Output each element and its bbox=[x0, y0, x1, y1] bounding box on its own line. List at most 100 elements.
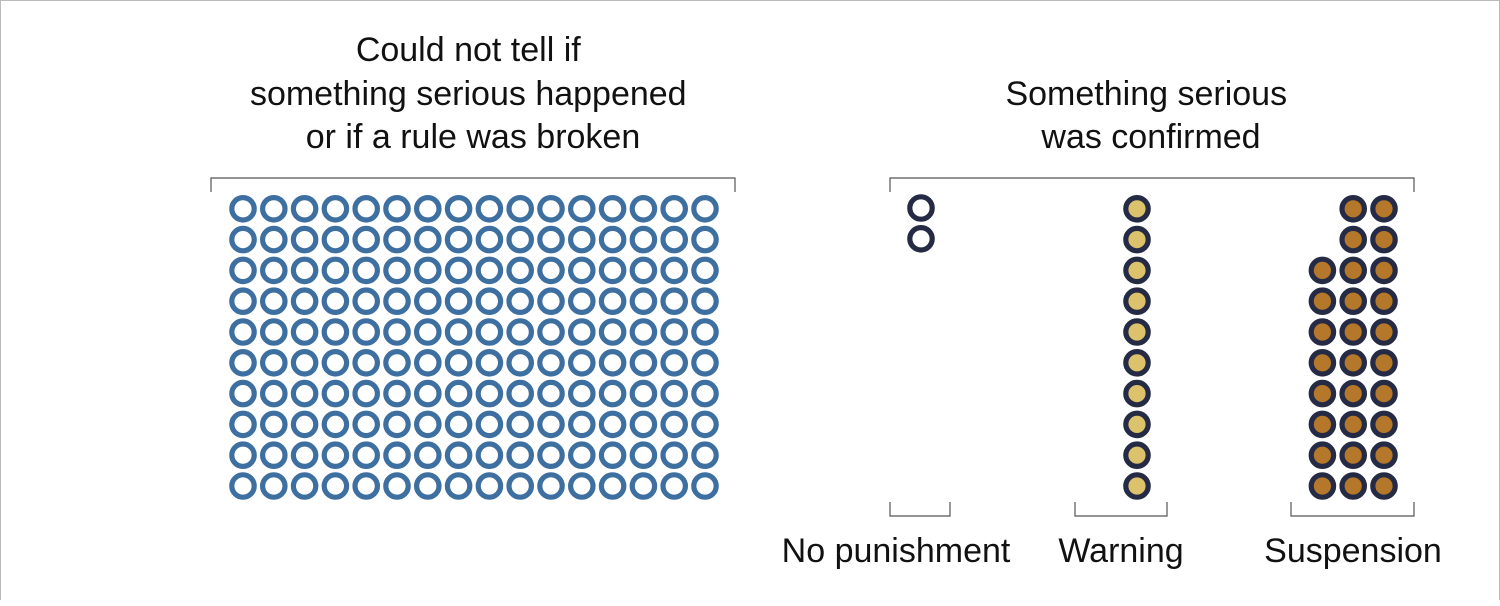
waffle-dot-unclear bbox=[506, 410, 534, 439]
waffle-dot-unclear bbox=[598, 348, 627, 377]
waffle-dot-suspension bbox=[1339, 287, 1367, 315]
waffle-dot-unclear bbox=[629, 348, 658, 377]
waffle-dot-unclear bbox=[475, 318, 504, 346]
waffle-dot-unclear bbox=[629, 287, 658, 315]
category-bracket-suspension bbox=[1290, 502, 1415, 517]
waffle-dot-unclear bbox=[537, 379, 565, 408]
waffle-dot-unclear bbox=[352, 195, 380, 223]
waffle-dot-unclear bbox=[567, 287, 596, 315]
waffle-dot-unclear bbox=[475, 472, 504, 500]
waffle-dot-unclear bbox=[259, 287, 288, 315]
waffle-dot-unclear bbox=[506, 195, 534, 223]
waffle-dot-unclear bbox=[691, 318, 719, 346]
waffle-dot-unclear bbox=[229, 379, 257, 408]
waffle-dot-suspension bbox=[1370, 256, 1398, 285]
waffle-dot-unclear bbox=[537, 318, 565, 346]
group-title-line: was confirmed bbox=[1040, 118, 1260, 156]
waffle-dot-unclear bbox=[537, 287, 565, 315]
waffle-dot-unclear bbox=[629, 472, 658, 500]
waffle-dot-unclear bbox=[660, 318, 688, 346]
waffle-dot-suspension bbox=[1370, 225, 1398, 254]
waffle-dot-suspension bbox=[1370, 441, 1398, 469]
waffle-dot-unclear bbox=[352, 225, 380, 254]
waffle-dot-suspension bbox=[1308, 348, 1337, 377]
waffle-dot-suspension bbox=[1308, 318, 1337, 346]
waffle-dot-unclear bbox=[475, 410, 504, 439]
group-bracket-unclear bbox=[210, 177, 736, 192]
waffle-dot-unclear bbox=[413, 318, 442, 346]
waffle-dot-unclear bbox=[383, 225, 411, 254]
waffle-dot-suspension bbox=[1339, 410, 1367, 439]
waffle-dot-unclear bbox=[537, 348, 565, 377]
waffle-dot-suspension bbox=[1370, 318, 1398, 346]
waffle-dot-unclear bbox=[598, 195, 627, 223]
waffle-dot-suspension bbox=[1370, 348, 1398, 377]
waffle-dot-unclear bbox=[660, 195, 688, 223]
waffle-dot-suspension bbox=[1339, 472, 1367, 500]
waffle-dot-unclear bbox=[413, 348, 442, 377]
waffle-dot-unclear bbox=[290, 195, 319, 223]
waffle-dot-suspension bbox=[1370, 195, 1398, 223]
waffle-dot-unclear bbox=[444, 441, 473, 469]
category-label-suspension: Suspension bbox=[1264, 532, 1442, 570]
waffle-dot-unclear bbox=[383, 287, 411, 315]
waffle-dot-unclear bbox=[259, 410, 288, 439]
waffle-dot-unclear bbox=[352, 348, 380, 377]
waffle-dot-unclear bbox=[444, 225, 473, 254]
waffle-dot-unclear bbox=[506, 318, 534, 346]
waffle-dot-unclear bbox=[321, 379, 350, 408]
waffle-dot-unclear bbox=[229, 441, 257, 469]
waffle-dot-unclear bbox=[321, 225, 350, 254]
waffle-dot-unclear bbox=[660, 287, 688, 315]
waffle-dot-unclear bbox=[259, 318, 288, 346]
waffle-dot-unclear bbox=[413, 410, 442, 439]
waffle-dot-unclear bbox=[537, 195, 565, 223]
waffle-dot-suspension bbox=[1339, 256, 1367, 285]
waffle-dot-unclear bbox=[259, 195, 288, 223]
waffle-dot-unclear bbox=[413, 225, 442, 254]
waffle-dot-unclear bbox=[413, 441, 442, 469]
waffle-dot-warning bbox=[1123, 472, 1151, 500]
waffle-dot-unclear bbox=[475, 379, 504, 408]
dot-grid-unclear bbox=[229, 195, 719, 500]
waffle-dot-unclear bbox=[444, 348, 473, 377]
waffle-dot-warning bbox=[1123, 195, 1151, 223]
waffle-dot-unclear bbox=[383, 348, 411, 377]
waffle-dot-unclear bbox=[660, 410, 688, 439]
waffle-dot-unclear bbox=[567, 472, 596, 500]
waffle-dot-unclear bbox=[352, 256, 380, 285]
waffle-dot-unclear bbox=[691, 379, 719, 408]
waffle-dot-unclear bbox=[229, 318, 257, 346]
category-bracket-warning bbox=[1074, 502, 1168, 517]
waffle-dot-unclear bbox=[475, 195, 504, 223]
waffle-dot-unclear bbox=[506, 472, 534, 500]
waffle-dot-unclear bbox=[444, 256, 473, 285]
group-title-line: something serious happened bbox=[250, 75, 687, 113]
waffle-dot-unclear bbox=[229, 225, 257, 254]
waffle-dot-unclear bbox=[352, 318, 380, 346]
waffle-dot-no-punishment bbox=[907, 225, 935, 253]
waffle-dot-suspension bbox=[1370, 379, 1398, 408]
waffle-dot-unclear bbox=[567, 256, 596, 285]
waffle-dot-unclear bbox=[598, 256, 627, 285]
waffle-dot-unclear bbox=[444, 318, 473, 346]
waffle-dot-unclear bbox=[259, 441, 288, 469]
waffle-dot-unclear bbox=[567, 318, 596, 346]
waffle-dot-unclear bbox=[259, 348, 288, 377]
waffle-dot-unclear bbox=[506, 225, 534, 254]
group-title-line: Could not tell if bbox=[356, 31, 581, 69]
waffle-dot-unclear bbox=[290, 410, 319, 439]
waffle-dot-unclear bbox=[660, 472, 688, 500]
waffle-dot-warning bbox=[1123, 225, 1151, 254]
waffle-dot-unclear bbox=[567, 195, 596, 223]
waffle-dot-unclear bbox=[691, 472, 719, 500]
waffle-dot-unclear bbox=[506, 379, 534, 408]
waffle-dot-suspension bbox=[1339, 195, 1367, 223]
waffle-dot-unclear bbox=[321, 256, 350, 285]
waffle-dot-suspension bbox=[1339, 441, 1367, 469]
waffle-dot-unclear bbox=[259, 225, 288, 254]
waffle-dot-unclear bbox=[383, 472, 411, 500]
waffle-dot-suspension bbox=[1370, 410, 1398, 439]
